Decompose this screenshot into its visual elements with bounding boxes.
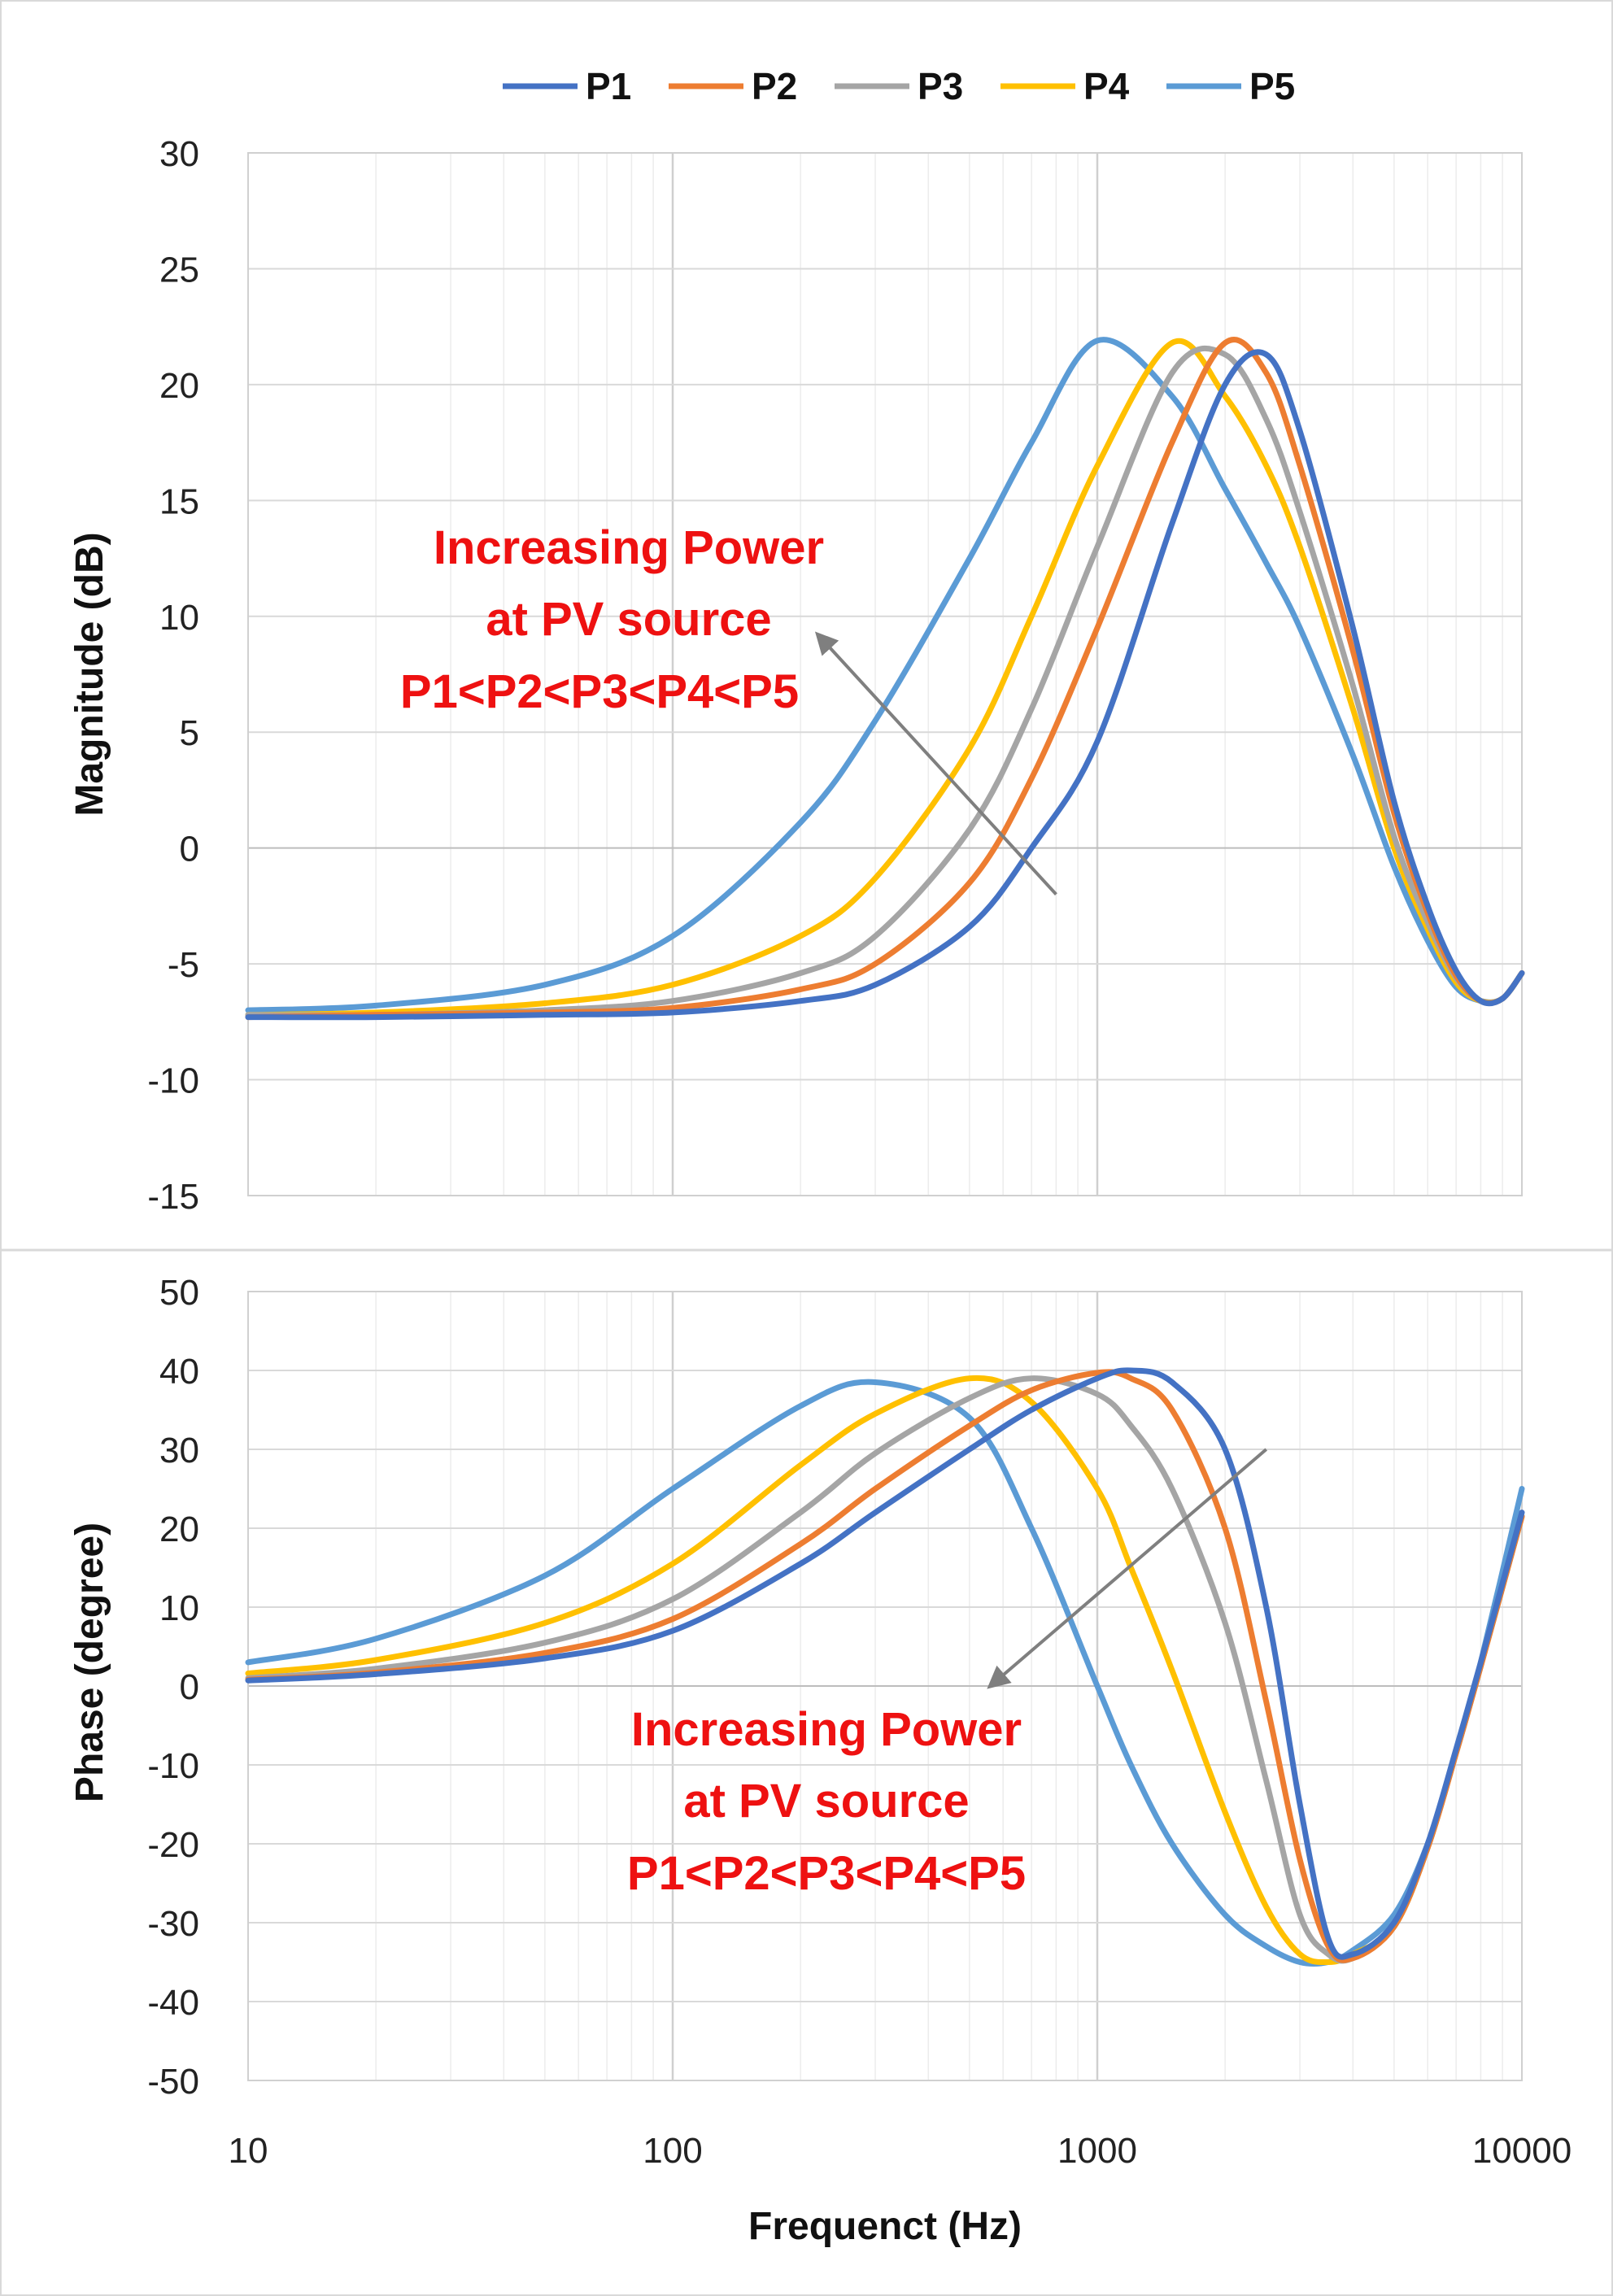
magnitude-y-tick-label: -5 [168,945,199,985]
phase-y-tick-label: 50 [159,1273,199,1313]
phase-y-tick-label: -20 [147,1825,199,1865]
magnitude-y-tick-label: 25 [159,250,199,290]
magnitude-grid [248,153,1522,1196]
magnitude-y-tick-label: 15 [159,481,199,521]
legend-label-p5: P5 [1249,65,1295,107]
magnitude-y-tick-label: 10 [159,598,199,638]
phase-x-tick-label: 10 [229,2131,268,2171]
magnitude-annotation-arrow [814,631,1057,895]
magnitude-series [245,337,1525,1021]
magnitude-y-tick-label: 0 [180,830,199,869]
phase-y-tick-label: -30 [147,1904,199,1944]
magnitude-y-tick-label: 30 [159,134,199,174]
phase-y-tick-label: -40 [147,1983,199,2023]
magnitude-y-tick-label: 20 [159,366,199,406]
phase-x-tick-label: 1000 [1057,2131,1137,2171]
phase-annotation-line-2: at PV source [683,1775,969,1828]
phase-annotation-line-3: P1<P2<P3<P4<P5 [627,1847,1026,1900]
magnitude-annotation: Increasing Power at PV source P1<P2<P3<P… [400,521,1057,895]
magnitude-series-p3 [245,345,1525,1018]
phase-y-tick-label: 0 [180,1667,199,1707]
phase-y-tick-label: 40 [159,1352,199,1392]
phase-annotation: Increasing Power at PV source P1<P2<P3<P… [627,1448,1268,1900]
phase-y-ticks: 50 40 30 20 10 0 -10 -20 -30 -40 -50 [147,1273,199,2102]
magnitude-series-p5 [245,337,1525,1013]
magnitude-series-p4 [245,338,1525,1018]
legend: P1 P2 P3 P4 P5 [503,65,1295,107]
magnitude-plot-area [247,152,1523,1196]
phase-series [245,1367,1525,1967]
phase-y-axis-title: Phase (degree) [68,1523,111,1802]
phase-x-tick-label: 100 [643,2131,702,2171]
magnitude-chart: 30 25 20 15 10 5 0 -5 -10 -15 Magnitude (dB) Incr… [68,134,1525,1217]
magnitude-y-axis-title: Magnitude (dB) [68,532,111,816]
phase-annotation-line-1: Increasing Power [631,1703,1022,1756]
magnitude-annotation-line-2: at PV source [486,593,771,646]
legend-label-p4: P4 [1083,65,1130,107]
phase-y-tick-label: 10 [159,1588,199,1628]
legend-label-p2: P2 [752,65,797,107]
phase-y-tick-label: -10 [147,1746,199,1786]
phase-series-p1 [245,1367,1525,1960]
phase-grid [248,1292,1522,2080]
magnitude-annotation-line-1: Increasing Power [434,521,824,574]
magnitude-y-tick-label: 5 [180,713,199,753]
phase-y-tick-label: -50 [147,2062,199,2102]
magnitude-y-ticks: 30 25 20 15 10 5 0 -5 -10 -15 [147,134,199,1217]
magnitude-y-tick-label: -10 [147,1061,199,1101]
phase-x-tick-label: 10000 [1472,2131,1572,2171]
phase-annotation-arrow [987,1448,1268,1689]
magnitude-series-p1 [245,349,1525,1021]
magnitude-y-tick-label: -15 [147,1177,199,1217]
legend-label-p1: P1 [586,65,631,107]
phase-y-tick-label: 30 [159,1431,199,1470]
phase-x-axis-title: Frequenct (Hz) [748,2205,1022,2248]
magnitude-annotation-line-3: P1<P2<P3<P4<P5 [400,665,799,718]
phase-plot-area [247,1291,1523,2081]
phase-y-tick-label: 20 [159,1510,199,1549]
legend-label-p3: P3 [918,65,963,107]
phase-x-ticks: 10 100 1000 10000 [229,2131,1572,2171]
